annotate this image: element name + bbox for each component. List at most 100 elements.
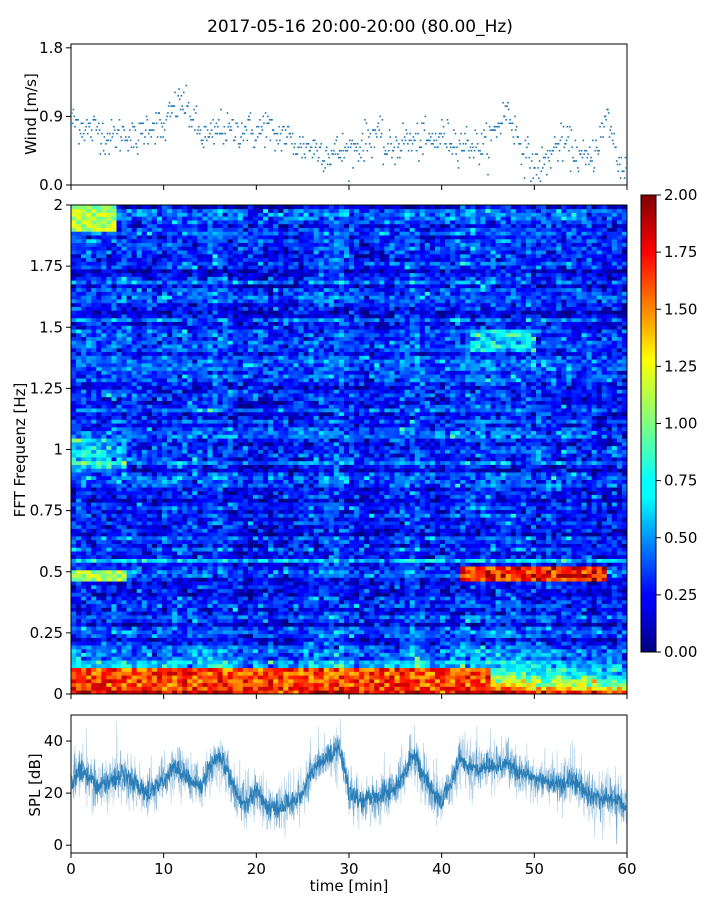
spectrogram-cell (106, 310, 112, 315)
spectrogram-cell (177, 607, 183, 612)
spectrogram-cell (192, 268, 198, 274)
spectrogram-cell (227, 415, 234, 420)
spectrogram-cell (197, 539, 203, 544)
spectrogram-cell (227, 216, 234, 221)
spectrogram-cell (91, 355, 97, 360)
spectrogram-cell (156, 223, 163, 228)
spectrogram-cell (232, 419, 239, 424)
spectrogram-cell (71, 411, 77, 417)
spectrogram-cell (202, 362, 208, 368)
spectrogram-cell (217, 299, 224, 304)
spectrogram-cell (86, 336, 92, 341)
spectrogram-cell (187, 505, 193, 511)
spectrogram-cell (207, 253, 213, 259)
wind-point (405, 129, 407, 131)
wind-point (415, 149, 418, 152)
spectrogram-cell (106, 569, 112, 575)
spectrogram-cell (96, 302, 102, 307)
spectrogram-cell (96, 637, 102, 642)
spectrogram-cell (101, 464, 107, 469)
spectrogram-cell (197, 460, 203, 465)
spectrogram-cell (141, 517, 148, 522)
wind-point (217, 125, 219, 128)
spectrogram-cell (101, 472, 107, 477)
spectrogram-cell (116, 438, 122, 443)
spectrogram-cell (222, 618, 229, 623)
spectrogram-cell (111, 393, 117, 398)
spectrogram-cell (71, 626, 77, 631)
wind-point (159, 119, 161, 121)
spectrogram-cell (121, 449, 127, 454)
spectrogram-cell (141, 205, 148, 210)
spectrogram-cell (71, 566, 77, 571)
wind-point (430, 136, 432, 138)
wind-point (97, 132, 99, 135)
wind-point (463, 149, 465, 152)
spectrogram-cell (86, 490, 92, 496)
spectrogram-cell (202, 287, 208, 292)
spectrogram-cell (71, 423, 77, 428)
wind-ytick-label: 1.8 (39, 39, 63, 57)
spectrogram-cell (187, 355, 193, 360)
spectrogram-cell (212, 378, 218, 383)
spectrogram-cell (131, 283, 138, 289)
spectrogram-cell (86, 208, 92, 213)
spectrogram-cell (172, 261, 178, 266)
spectrogram-cell (187, 400, 193, 405)
spectrogram-cell (161, 423, 168, 428)
wind-point (322, 170, 325, 173)
wind-point (170, 105, 172, 107)
wind-point (358, 153, 361, 155)
spectrogram-cell (197, 588, 203, 593)
spectrogram-cell (177, 554, 183, 559)
spectrogram-cell (192, 667, 198, 672)
spectrogram-cell (217, 302, 224, 307)
spectrogram-cell (172, 483, 178, 488)
spectrogram-cell (151, 205, 158, 210)
spectrogram-cell (116, 347, 122, 353)
spectrogram-cell (197, 678, 203, 684)
spectrogram-cell (197, 302, 203, 307)
spectrogram-cell (212, 359, 218, 364)
spectrogram-cell (86, 340, 92, 345)
spectrogram-cell (101, 381, 107, 386)
spectrogram-cell (126, 630, 133, 635)
spectrogram-cell (161, 205, 168, 210)
spectrogram-cell (182, 618, 188, 623)
spectrogram-cell (106, 671, 112, 676)
spectrogram-cell (192, 592, 198, 597)
spectrogram-cell (207, 208, 213, 213)
spectrogram-cell (96, 592, 102, 597)
spectrogram-cell (232, 524, 239, 529)
spectrogram-cell (182, 686, 188, 691)
spectrogram-cell (212, 272, 218, 277)
spectrogram-cell (156, 479, 163, 484)
spectrogram-cell (76, 682, 82, 687)
wind-point (147, 143, 149, 145)
spectrogram-cell (101, 265, 107, 270)
wind-point (483, 129, 485, 131)
spectrogram-cell (187, 268, 193, 274)
spectrogram-cell (146, 359, 153, 364)
spectrogram-cell (182, 637, 188, 642)
spectrogram-cell (96, 223, 102, 228)
spectrogram-cell (177, 682, 183, 687)
spectrogram-cell (172, 573, 178, 578)
spectrogram-cell (116, 479, 122, 484)
spectrogram-cell (182, 547, 188, 552)
spectrogram-cell (131, 468, 138, 473)
spectrogram-cell (121, 268, 127, 274)
spectrogram-cell (76, 547, 82, 552)
spectrogram-cell (71, 577, 77, 582)
spectrogram-cell (106, 295, 112, 300)
spectrogram-cell (232, 253, 239, 259)
spectrogram-cell (86, 404, 92, 409)
spectrogram-cell (202, 607, 208, 612)
spectrogram-cell (141, 340, 148, 345)
spectrogram-cell (192, 336, 198, 341)
spectrogram-cell (222, 588, 229, 593)
spectrogram-cell (222, 573, 229, 578)
spectrogram-cell (116, 332, 122, 338)
spectrogram-cell (146, 498, 153, 503)
spectrogram-cell (197, 513, 203, 518)
